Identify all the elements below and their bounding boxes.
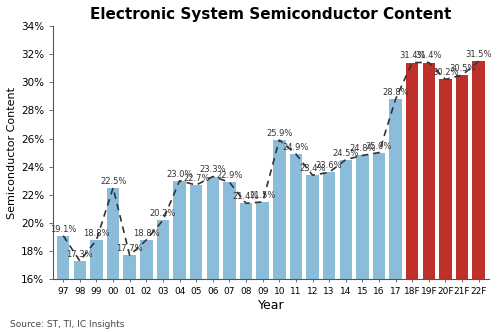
- Text: 20.2%: 20.2%: [150, 209, 176, 218]
- Bar: [356, 155, 368, 279]
- Bar: [74, 261, 86, 279]
- Text: 17.3%: 17.3%: [66, 250, 93, 259]
- Text: 21.4%: 21.4%: [233, 192, 259, 201]
- Text: 24.9%: 24.9%: [282, 143, 309, 152]
- Bar: [456, 75, 468, 279]
- Text: 23.3%: 23.3%: [200, 165, 226, 174]
- Text: 23.6%: 23.6%: [316, 161, 342, 170]
- Bar: [373, 153, 385, 279]
- Text: 23.4%: 23.4%: [300, 164, 326, 173]
- Bar: [290, 154, 302, 279]
- Text: 17.7%: 17.7%: [116, 244, 143, 253]
- Text: 22.7%: 22.7%: [183, 174, 210, 183]
- Text: 25.0%: 25.0%: [366, 141, 392, 150]
- Bar: [90, 240, 102, 279]
- Bar: [206, 177, 219, 279]
- Text: 30.2%: 30.2%: [432, 68, 458, 77]
- Bar: [190, 185, 202, 279]
- Bar: [107, 188, 120, 279]
- Text: 24.5%: 24.5%: [332, 148, 359, 158]
- Text: 24.8%: 24.8%: [349, 144, 376, 153]
- X-axis label: Year: Year: [258, 299, 284, 312]
- Bar: [390, 99, 402, 279]
- Bar: [174, 181, 186, 279]
- Bar: [256, 202, 269, 279]
- Text: 19.1%: 19.1%: [50, 224, 76, 234]
- Text: 25.9%: 25.9%: [266, 129, 292, 138]
- Bar: [223, 182, 235, 279]
- Bar: [472, 61, 485, 279]
- Text: 22.5%: 22.5%: [100, 177, 126, 186]
- Text: 21.5%: 21.5%: [250, 191, 276, 200]
- Text: Source: ST, TI, IC Insights: Source: ST, TI, IC Insights: [10, 320, 124, 329]
- Bar: [156, 220, 169, 279]
- Text: 18.8%: 18.8%: [133, 229, 160, 238]
- Title: Electronic System Semiconductor Content: Electronic System Semiconductor Content: [90, 7, 452, 22]
- Text: 31.4%: 31.4%: [399, 51, 425, 60]
- Bar: [240, 203, 252, 279]
- Bar: [306, 175, 319, 279]
- Y-axis label: Semiconductor Content: Semiconductor Content: [7, 87, 17, 219]
- Text: 30.5%: 30.5%: [449, 64, 475, 73]
- Text: 18.8%: 18.8%: [83, 229, 110, 238]
- Text: 23.0%: 23.0%: [166, 170, 193, 179]
- Bar: [273, 140, 285, 279]
- Bar: [406, 62, 418, 279]
- Bar: [422, 62, 435, 279]
- Text: 31.5%: 31.5%: [466, 50, 492, 59]
- Bar: [439, 79, 452, 279]
- Text: 28.8%: 28.8%: [382, 88, 409, 97]
- Bar: [124, 255, 136, 279]
- Bar: [57, 236, 70, 279]
- Bar: [140, 240, 152, 279]
- Bar: [323, 172, 336, 279]
- Text: 31.4%: 31.4%: [416, 51, 442, 60]
- Text: 22.9%: 22.9%: [216, 171, 242, 180]
- Bar: [340, 160, 352, 279]
